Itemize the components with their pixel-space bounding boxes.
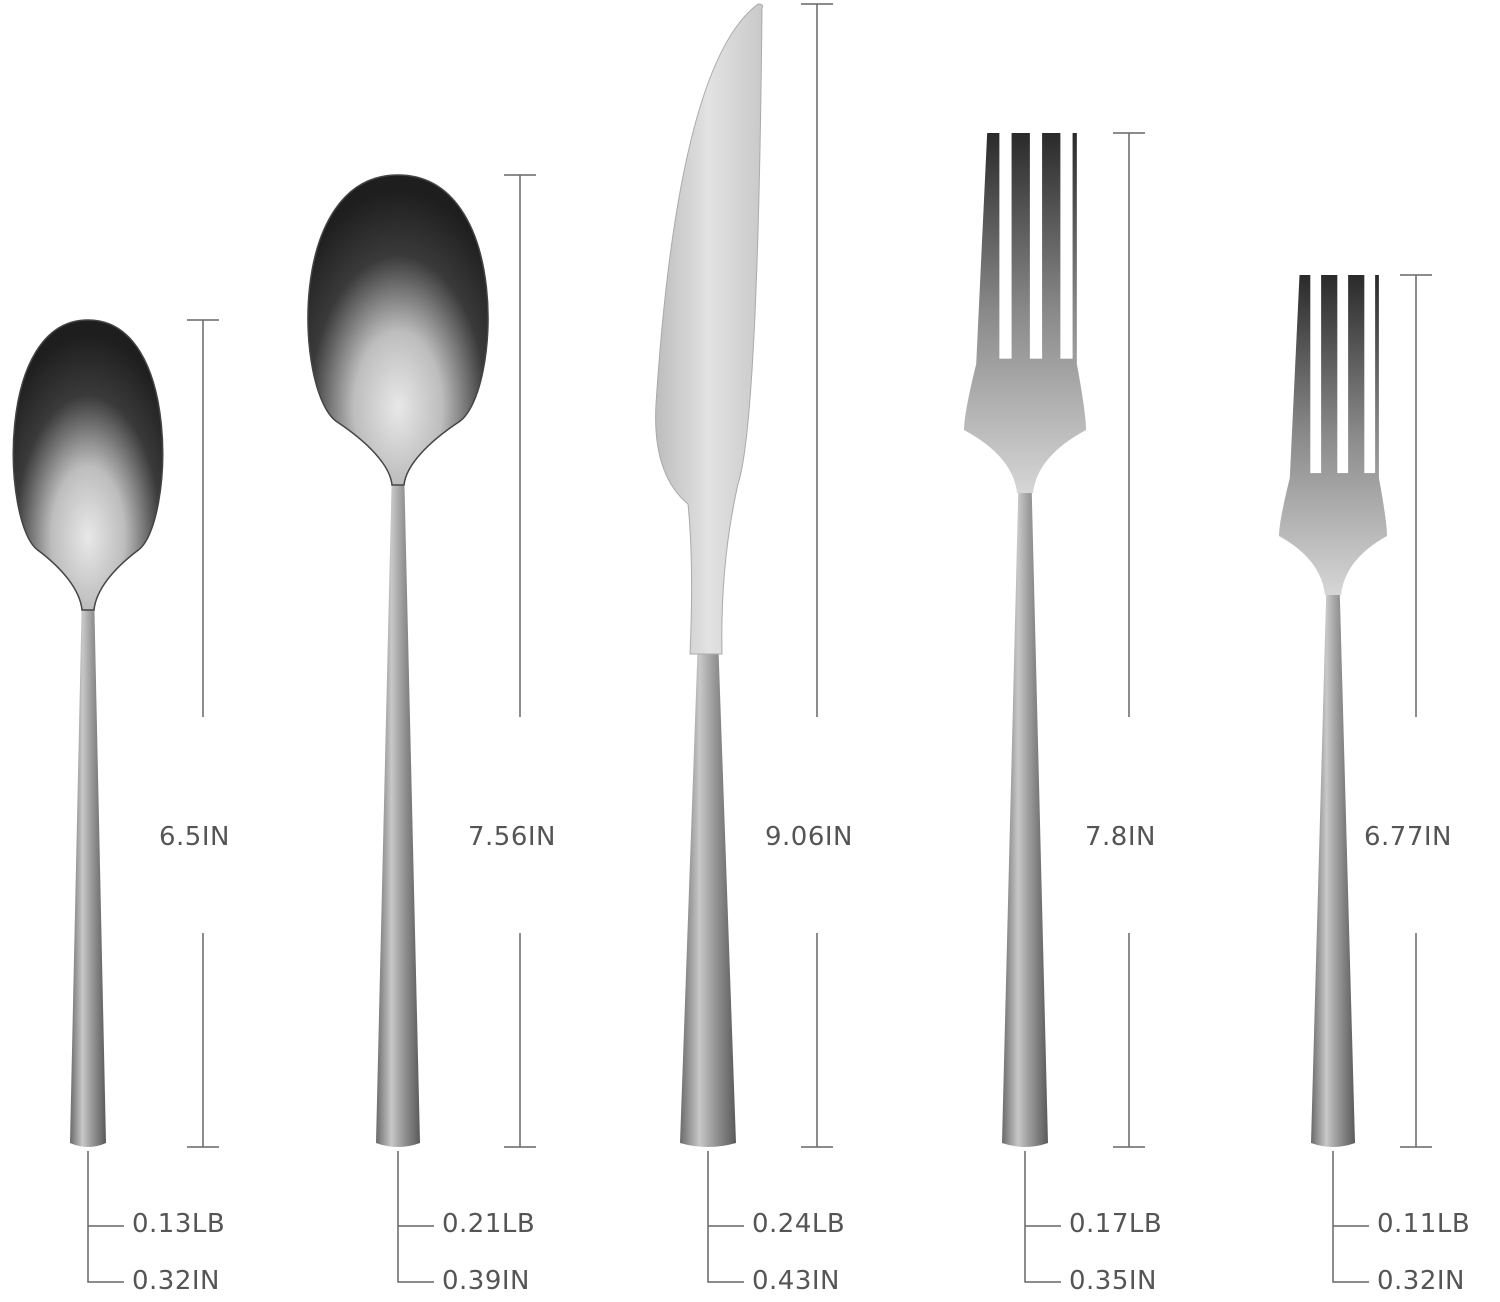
teaspoon-handle — [70, 590, 106, 1147]
handle-width-label: 0.39IN — [442, 1266, 531, 1296]
salad-fork-tine-gap — [1310, 273, 1322, 474]
handle-width-label: 0.32IN — [1377, 1266, 1466, 1296]
weight-label: 0.17LB — [1069, 1209, 1163, 1239]
callout-bracket — [1332, 1151, 1369, 1283]
knife-blade — [655, 3, 763, 655]
length-label: 9.06IN — [765, 822, 854, 852]
salad-fork-handle — [1311, 565, 1355, 1147]
tablespoon-bowl — [307, 174, 489, 486]
dinner-fork-handle — [1002, 463, 1048, 1147]
salad-fork-tine-gap — [1337, 273, 1349, 474]
weight-label: 0.24LB — [752, 1209, 846, 1239]
weight-label: 0.21LB — [442, 1209, 536, 1239]
dinner-fork-tine-gap — [999, 131, 1012, 359]
salad-fork-head — [1279, 275, 1387, 595]
dinner-fork-tine-gap — [1029, 131, 1043, 359]
length-label: 6.77IN — [1364, 822, 1453, 852]
callout-bracket — [1024, 1151, 1061, 1283]
callout-bracket — [707, 1151, 744, 1283]
handle-width-label: 0.35IN — [1069, 1266, 1158, 1296]
length-label: 7.8IN — [1085, 822, 1156, 852]
length-label: 7.56IN — [468, 822, 557, 852]
tablespoon-handle — [376, 465, 420, 1147]
callout-bracket — [397, 1151, 434, 1283]
weight-label: 0.13LB — [132, 1209, 226, 1239]
weight-label: 0.11LB — [1377, 1209, 1471, 1239]
length-label: 6.5IN — [159, 822, 230, 852]
dinner-fork-head — [964, 133, 1086, 493]
handle-width-label: 0.43IN — [752, 1266, 841, 1296]
salad-fork-tine-gap — [1364, 273, 1376, 474]
teaspoon-bowl — [12, 319, 164, 611]
dinner-fork-tine-gap — [1060, 131, 1073, 359]
callout-bracket — [87, 1151, 124, 1283]
handle-width-label: 0.32IN — [132, 1266, 221, 1296]
knife-handle — [680, 524, 736, 1147]
